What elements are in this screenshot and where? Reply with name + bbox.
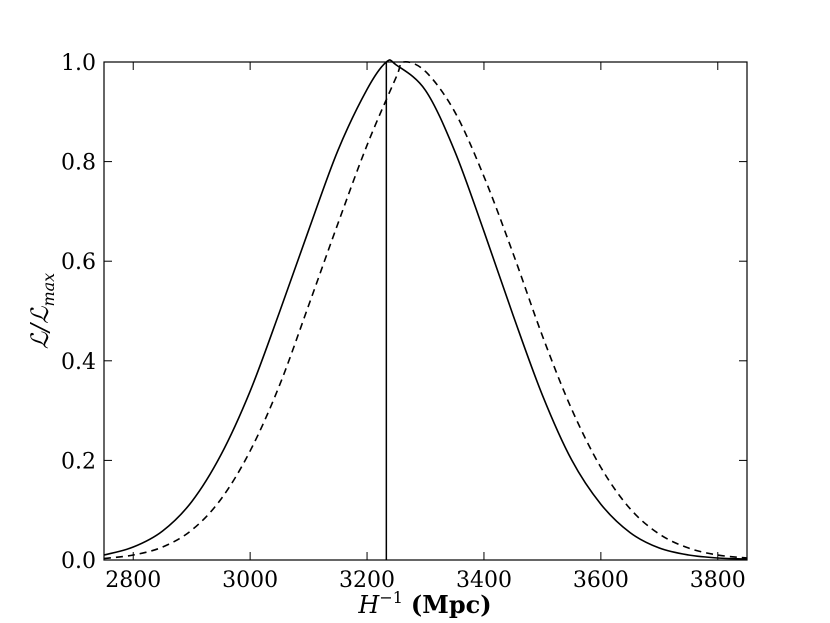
y-axis-label: ℒ/ℒmax (26, 273, 58, 349)
y-tick-label: 0.8 (61, 151, 96, 176)
x-tick-label: 3400 (456, 568, 512, 593)
y-axis-label-main: ℒ/ℒ (26, 306, 54, 349)
y-tick-label: 0.6 (61, 250, 96, 275)
plot-background (104, 62, 747, 560)
plot-frame (103, 61, 748, 561)
x-tick-label: 3200 (339, 568, 395, 593)
y-tick-labels: 0.0 0.2 0.4 0.6 0.8 1.0 (61, 51, 96, 574)
y-tick-label: 1.0 (61, 51, 96, 76)
x-tick-label: 3800 (690, 568, 746, 593)
x-tick-label: 2800 (105, 568, 161, 593)
x-axis-label-main: H (357, 591, 380, 619)
y-tick-label: 0.0 (61, 549, 96, 574)
x-axis-label-unit: (Mpc) (411, 590, 492, 619)
x-axis-label: H−1 (Mpc) (357, 588, 491, 619)
series-layer (103, 59, 748, 560)
y-tick-label: 0.2 (61, 449, 96, 474)
y-axis-label-sub: max (39, 273, 58, 307)
x-tick-label: 3000 (222, 568, 278, 593)
x-tick-labels: 2800 3000 3200 3400 3600 3800 (105, 568, 746, 593)
x-axis-label-sup: −1 (379, 588, 403, 607)
x-tick-label: 3600 (573, 568, 629, 593)
y-tick-label: 0.4 (61, 350, 96, 375)
solid-likelihood-curve (103, 59, 748, 560)
dashed-likelihood-curve (103, 61, 748, 560)
